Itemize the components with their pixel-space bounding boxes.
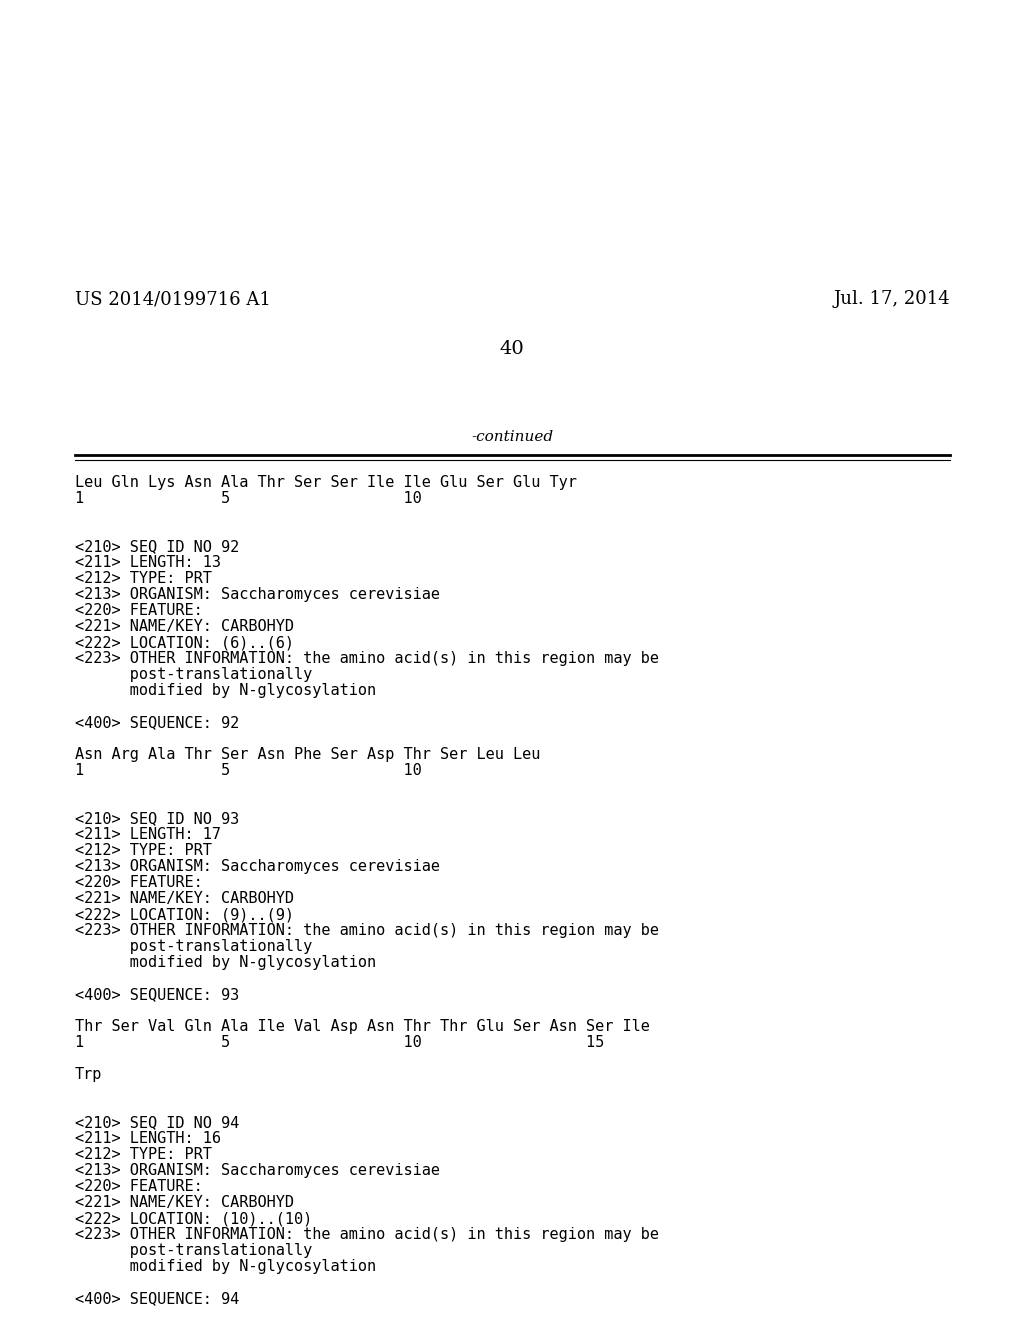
Text: <210> SEQ ID NO 92: <210> SEQ ID NO 92	[75, 539, 240, 554]
Text: US 2014/0199716 A1: US 2014/0199716 A1	[75, 290, 271, 308]
Text: <221> NAME/KEY: CARBOHYD: <221> NAME/KEY: CARBOHYD	[75, 891, 294, 906]
Text: Jul. 17, 2014: Jul. 17, 2014	[834, 290, 950, 308]
Text: <220> FEATURE:: <220> FEATURE:	[75, 603, 203, 618]
Text: Leu Gln Lys Asn Ala Thr Ser Ser Ile Ile Glu Ser Glu Tyr: Leu Gln Lys Asn Ala Thr Ser Ser Ile Ile …	[75, 475, 577, 490]
Text: <222> LOCATION: (6)..(6): <222> LOCATION: (6)..(6)	[75, 635, 294, 649]
Text: -continued: -continued	[471, 430, 553, 444]
Text: <213> ORGANISM: Saccharomyces cerevisiae: <213> ORGANISM: Saccharomyces cerevisiae	[75, 587, 440, 602]
Text: <223> OTHER INFORMATION: the amino acid(s) in this region may be: <223> OTHER INFORMATION: the amino acid(…	[75, 1228, 659, 1242]
Text: <213> ORGANISM: Saccharomyces cerevisiae: <213> ORGANISM: Saccharomyces cerevisiae	[75, 859, 440, 874]
Text: <220> FEATURE:: <220> FEATURE:	[75, 875, 203, 890]
Text: modified by N-glycosylation: modified by N-glycosylation	[75, 682, 376, 698]
Text: <400> SEQUENCE: 94: <400> SEQUENCE: 94	[75, 1291, 240, 1305]
Text: <222> LOCATION: (10)..(10): <222> LOCATION: (10)..(10)	[75, 1210, 312, 1226]
Text: Thr Ser Val Gln Ala Ile Val Asp Asn Thr Thr Glu Ser Asn Ser Ile: Thr Ser Val Gln Ala Ile Val Asp Asn Thr …	[75, 1019, 650, 1034]
Text: Trp: Trp	[75, 1067, 102, 1082]
Text: 40: 40	[500, 341, 524, 358]
Text: <223> OTHER INFORMATION: the amino acid(s) in this region may be: <223> OTHER INFORMATION: the amino acid(…	[75, 923, 659, 939]
Text: Asn Arg Ala Thr Ser Asn Phe Ser Asp Thr Ser Leu Leu: Asn Arg Ala Thr Ser Asn Phe Ser Asp Thr …	[75, 747, 541, 762]
Text: <210> SEQ ID NO 93: <210> SEQ ID NO 93	[75, 810, 240, 826]
Text: modified by N-glycosylation: modified by N-glycosylation	[75, 1259, 376, 1274]
Text: <222> LOCATION: (9)..(9): <222> LOCATION: (9)..(9)	[75, 907, 294, 921]
Text: <210> SEQ ID NO 94: <210> SEQ ID NO 94	[75, 1115, 240, 1130]
Text: <212> TYPE: PRT: <212> TYPE: PRT	[75, 572, 212, 586]
Text: <400> SEQUENCE: 93: <400> SEQUENCE: 93	[75, 987, 240, 1002]
Text: <400> SEQUENCE: 92: <400> SEQUENCE: 92	[75, 715, 240, 730]
Text: 1               5                   10: 1 5 10	[75, 763, 422, 777]
Text: post-translationally: post-translationally	[75, 1243, 312, 1258]
Text: <220> FEATURE:: <220> FEATURE:	[75, 1179, 203, 1195]
Text: <212> TYPE: PRT: <212> TYPE: PRT	[75, 1147, 212, 1162]
Text: <221> NAME/KEY: CARBOHYD: <221> NAME/KEY: CARBOHYD	[75, 619, 294, 634]
Text: post-translationally: post-translationally	[75, 939, 312, 954]
Text: 1               5                   10                  15: 1 5 10 15	[75, 1035, 604, 1049]
Text: <213> ORGANISM: Saccharomyces cerevisiae: <213> ORGANISM: Saccharomyces cerevisiae	[75, 1163, 440, 1177]
Text: <212> TYPE: PRT: <212> TYPE: PRT	[75, 843, 212, 858]
Text: <211> LENGTH: 17: <211> LENGTH: 17	[75, 828, 221, 842]
Text: post-translationally: post-translationally	[75, 667, 312, 682]
Text: <221> NAME/KEY: CARBOHYD: <221> NAME/KEY: CARBOHYD	[75, 1195, 294, 1210]
Text: modified by N-glycosylation: modified by N-glycosylation	[75, 954, 376, 970]
Text: <223> OTHER INFORMATION: the amino acid(s) in this region may be: <223> OTHER INFORMATION: the amino acid(…	[75, 651, 659, 667]
Text: <211> LENGTH: 13: <211> LENGTH: 13	[75, 554, 221, 570]
Text: <211> LENGTH: 16: <211> LENGTH: 16	[75, 1131, 221, 1146]
Text: 1               5                   10: 1 5 10	[75, 491, 422, 506]
